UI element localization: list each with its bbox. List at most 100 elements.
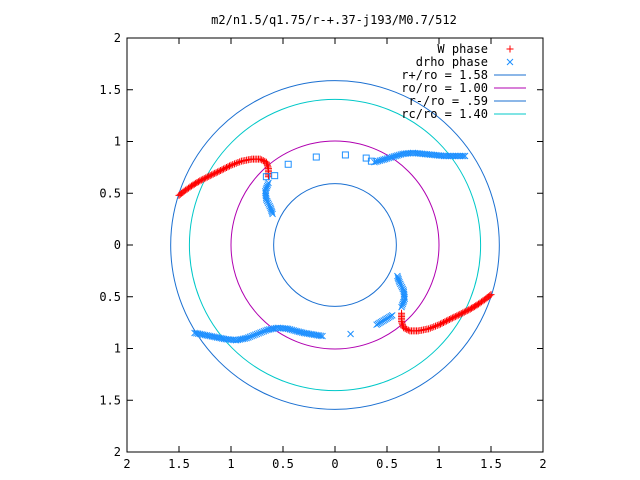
series-0-point-85 [462,307,470,315]
series-1-point-77 [396,278,403,286]
x-tick-label-4: 0 [331,457,338,471]
series-0-point-96 [445,316,453,324]
series-0-point-89 [456,310,464,318]
series-0-point-21 [205,172,213,180]
series-0-point-88 [457,310,465,318]
legend-label-4: r-/ro = .59 [409,94,488,108]
series-0-point-95 [447,315,455,323]
series-0-point-25 [211,169,219,177]
series-1-point-91 [398,302,406,309]
series-0-point-66 [264,173,272,181]
series-0-point-28 [215,167,223,175]
legend-entry-5: rc/ro = 1.40 [401,107,526,121]
series-2-point-2 [284,160,292,168]
legend-swatch-0 [506,45,514,53]
series-0-markers [175,155,495,335]
chart-title: m2/n1.5/q1.75/r-+.37-j193/M0.7/512 [211,13,457,27]
series-1-point-129 [253,330,261,338]
legend-label-5: rc/ro = 1.40 [401,107,488,121]
series-0-point-97 [444,316,452,324]
y-tick-label-1: 1.5 [99,393,121,407]
series-0-point-60 [264,163,272,171]
series-2-point-4 [341,151,349,159]
series-0-point-83 [465,306,473,314]
series-0-point-24 [209,170,217,178]
series-circle-5 [273,183,397,307]
legend-swatch-1 [506,58,514,66]
series-0-point-86 [460,308,468,316]
series-0-point-19 [202,174,210,182]
legend-entry-3: ro/ro = 1.00 [401,81,526,95]
series-0-point-93 [450,313,458,321]
series-0-point-99 [441,318,449,326]
series-0-point-92 [451,313,459,321]
series-0-point-35 [226,162,234,170]
series-0-point-39 [232,159,240,167]
series-1-point-10 [263,196,270,203]
series-0-point-53 [256,155,264,163]
series-1-point-132 [258,328,266,336]
plot-area [170,80,500,410]
series-0-point-26 [212,169,220,177]
y-tick-label-7: 1.5 [99,83,121,97]
x-tick-label-1: 1.5 [168,457,190,471]
series-1-point-126 [248,332,256,340]
legend-label-0: W phase [437,42,488,56]
series-0-point-38 [230,160,238,168]
series-0-point-133 [398,309,406,317]
series-1-point-123 [243,334,250,342]
series-1-markers [191,149,469,344]
series-0-point-14 [194,178,202,186]
series-0-point-17 [199,175,207,183]
series-1-point-79 [397,282,405,289]
series-0-point-107 [428,323,436,331]
series-0-point-34 [224,163,232,171]
series-0-point-40 [234,159,242,167]
series-1-point-168 [347,330,354,338]
series-0-point-20 [203,173,211,181]
series-1-point-72 [461,152,469,160]
series-1-point-128 [251,331,259,339]
series-0-point-84 [463,307,471,315]
series-0-point-23 [208,171,216,179]
x-tick-label-0: 2 [123,457,130,471]
series-0-point-100 [439,318,447,326]
series-2-point-6 [367,157,375,165]
series-0-point-30 [218,166,226,174]
series-0-point-29 [217,166,225,174]
series-0-point-32 [221,164,229,172]
series-0-point-106 [430,323,438,331]
series-1-point-18 [268,209,276,216]
series-1-point-71 [459,152,467,160]
y-tick-label-3: 0.5 [99,290,121,304]
legend-entry-4: r-/ro = .59 [409,94,526,108]
series-0-point-108 [426,324,434,332]
x-tick-label-3: 0.5 [272,457,294,471]
x-tick-label-5: 0.5 [376,457,398,471]
series-circle-3 [170,80,500,410]
series-2-point-3 [312,153,320,161]
legend-entry-1: drho phase [416,55,514,69]
series-0-point-120 [406,327,414,335]
series-0-point-33 [223,164,231,172]
x-tick-label-6: 1 [435,457,442,471]
series-1-point-180 [388,312,396,319]
y-tick-label-8: 2 [114,31,121,45]
series-0-point-104 [433,321,441,329]
series-1-point-12 [264,199,272,207]
series-circle-6 [188,98,482,392]
series-1-point-166 [317,332,325,340]
series-0-point-98 [442,317,450,325]
series-1-point-92 [398,303,405,311]
series-0-point-37 [229,161,237,169]
series-0-point-91 [453,312,461,320]
series-0-point-127 [398,319,406,327]
series-0-point-94 [448,314,456,322]
series-1-point-125 [246,333,254,341]
series-1-point-11 [263,197,271,205]
legend-entry-2: r+/ro = 1.58 [401,68,526,82]
series-0-point-57 [262,158,270,166]
series-0-point-81 [468,304,476,312]
